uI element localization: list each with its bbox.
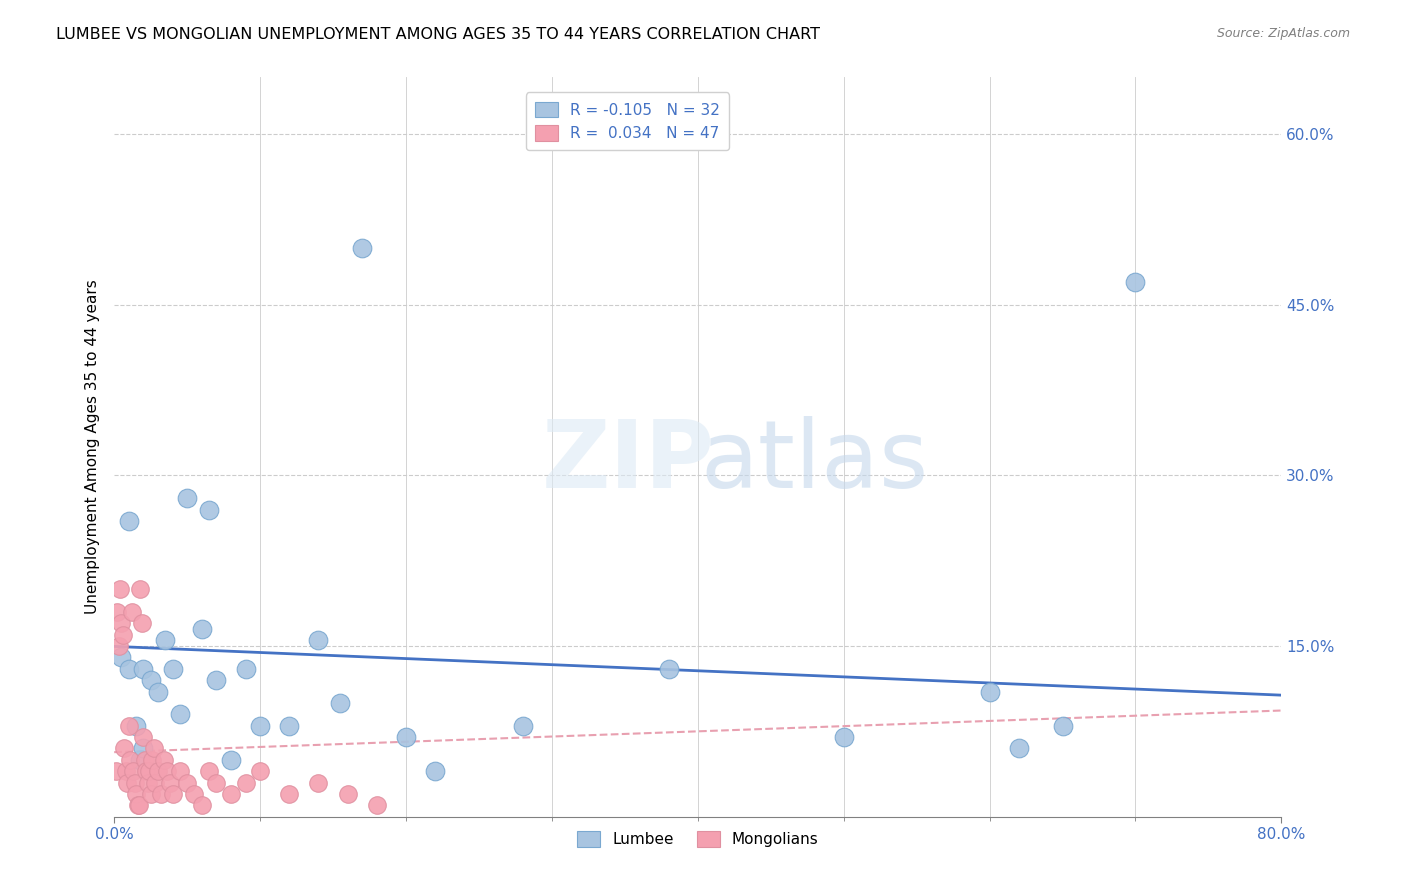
- Point: [118, 514, 141, 528]
- Point: [176, 775, 198, 789]
- Point: [105, 605, 128, 619]
- Point: [366, 798, 388, 813]
- Point: [219, 787, 242, 801]
- Point: [115, 764, 138, 779]
- Point: [336, 787, 359, 801]
- Point: [198, 764, 221, 779]
- Point: [117, 775, 139, 789]
- Point: [132, 662, 155, 676]
- Point: [190, 622, 212, 636]
- Point: [198, 502, 221, 516]
- Point: [118, 662, 141, 676]
- Point: [124, 775, 146, 789]
- Point: [425, 764, 447, 779]
- Point: [149, 787, 172, 801]
- Point: [1125, 275, 1147, 289]
- Point: [143, 775, 166, 789]
- Point: [129, 582, 152, 597]
- Point: [169, 764, 191, 779]
- Point: [104, 764, 127, 779]
- Point: [134, 753, 156, 767]
- Point: [139, 787, 162, 801]
- Text: atlas: atlas: [700, 416, 928, 508]
- Point: [155, 633, 177, 648]
- Point: [125, 719, 148, 733]
- Point: [169, 707, 191, 722]
- Text: Source: ZipAtlas.com: Source: ZipAtlas.com: [1216, 27, 1350, 40]
- Point: [512, 719, 534, 733]
- Point: [146, 764, 169, 779]
- Point: [128, 798, 150, 813]
- Point: [107, 639, 129, 653]
- Point: [162, 787, 184, 801]
- Point: [307, 633, 329, 648]
- Point: [205, 673, 228, 688]
- Point: [121, 605, 143, 619]
- Point: [127, 798, 149, 813]
- Point: [329, 696, 352, 710]
- Point: [235, 662, 257, 676]
- Point: [307, 775, 329, 789]
- Point: [142, 741, 165, 756]
- Point: [352, 241, 374, 255]
- Point: [110, 650, 132, 665]
- Point: [183, 787, 205, 801]
- Point: [658, 662, 681, 676]
- Y-axis label: Unemployment Among Ages 35 to 44 years: Unemployment Among Ages 35 to 44 years: [86, 280, 100, 615]
- Point: [1052, 719, 1074, 733]
- Point: [1008, 741, 1031, 756]
- Point: [138, 764, 160, 779]
- Point: [122, 764, 145, 779]
- Point: [135, 764, 157, 779]
- Point: [118, 719, 141, 733]
- Point: [395, 730, 418, 744]
- Point: [129, 753, 152, 767]
- Point: [110, 616, 132, 631]
- Point: [141, 753, 163, 767]
- Point: [278, 787, 301, 801]
- Point: [131, 616, 153, 631]
- Point: [278, 719, 301, 733]
- Point: [139, 673, 162, 688]
- Point: [219, 753, 242, 767]
- Text: ZIP: ZIP: [541, 416, 714, 508]
- Point: [156, 764, 179, 779]
- Point: [205, 775, 228, 789]
- Point: [132, 741, 155, 756]
- Point: [979, 684, 1001, 698]
- Point: [152, 753, 174, 767]
- Point: [112, 741, 135, 756]
- Point: [108, 582, 131, 597]
- Point: [120, 753, 142, 767]
- Point: [235, 775, 257, 789]
- Point: [832, 730, 855, 744]
- Point: [162, 662, 184, 676]
- Point: [125, 787, 148, 801]
- Point: [249, 764, 271, 779]
- Point: [132, 730, 155, 744]
- Point: [136, 775, 159, 789]
- Point: [159, 775, 181, 789]
- Point: [190, 798, 212, 813]
- Point: [146, 684, 169, 698]
- Text: LUMBEE VS MONGOLIAN UNEMPLOYMENT AMONG AGES 35 TO 44 YEARS CORRELATION CHART: LUMBEE VS MONGOLIAN UNEMPLOYMENT AMONG A…: [56, 27, 820, 42]
- Point: [176, 491, 198, 506]
- Point: [249, 719, 271, 733]
- Legend: Lumbee, Mongolians: Lumbee, Mongolians: [571, 825, 825, 854]
- Point: [111, 628, 134, 642]
